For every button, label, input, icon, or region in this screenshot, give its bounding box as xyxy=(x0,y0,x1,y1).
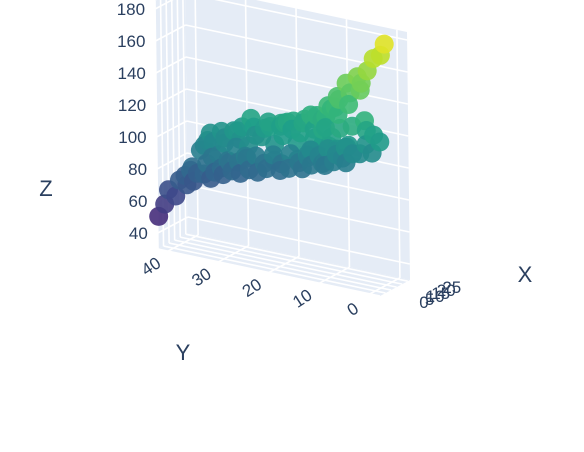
y-tick-label: 20 xyxy=(239,275,265,301)
z-tick-label: 120 xyxy=(118,96,146,115)
x-grid-line xyxy=(185,233,408,282)
z-tick-labels: 40 60 80 100 120 140 160 180 xyxy=(117,0,148,243)
y-tick-label: 0 xyxy=(344,299,362,320)
data-points xyxy=(149,34,394,226)
data-point xyxy=(315,118,335,138)
y-axis-title: Y xyxy=(176,340,191,365)
data-point xyxy=(339,95,359,114)
x-tick-label: 0 xyxy=(419,293,428,312)
y-tick-label: 40 xyxy=(138,253,164,279)
x-grid-line xyxy=(157,248,381,297)
data-point xyxy=(370,132,390,152)
y-tick-label: 30 xyxy=(188,264,214,290)
x-tick-label: 25 xyxy=(442,278,461,297)
y-tick-label: 10 xyxy=(289,285,315,311)
z-axis-title: Z xyxy=(39,176,52,201)
x-grid-line xyxy=(163,245,386,294)
x-grid-line xyxy=(174,239,397,288)
z-tick-label: 80 xyxy=(128,160,147,179)
x-tick-label: 20 xyxy=(437,281,456,300)
y-grid-line xyxy=(396,29,401,278)
z-tick-label: 140 xyxy=(117,64,145,83)
data-point xyxy=(374,34,394,54)
z-tick-label: 160 xyxy=(117,32,145,51)
x-grid-line xyxy=(180,236,403,285)
z-tick-label: 60 xyxy=(128,192,147,211)
y-grid-line xyxy=(194,0,199,236)
x-tick-label: 15 xyxy=(431,284,450,303)
z-tick-label: 180 xyxy=(117,0,145,19)
z-tick-label: 100 xyxy=(118,128,146,147)
x-axis-title: X xyxy=(518,262,533,287)
x-tick-label: 10 xyxy=(426,287,445,306)
z-tick-label: 40 xyxy=(129,224,148,243)
x-grid-line xyxy=(168,242,392,291)
x-tick-label: 5 xyxy=(425,290,434,309)
